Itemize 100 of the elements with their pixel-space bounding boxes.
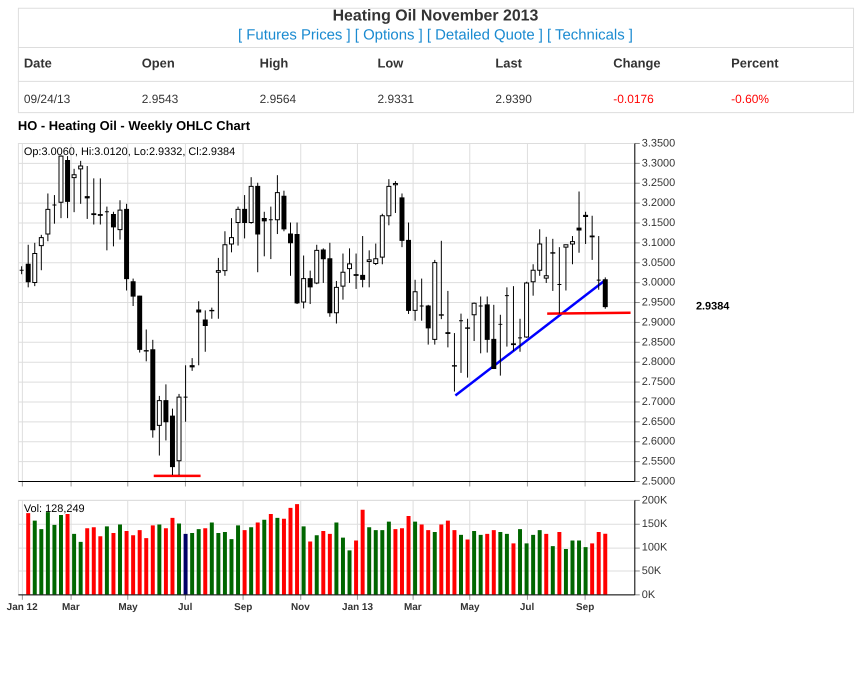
candlestick: [26, 244, 31, 288]
x-tick-label: Jan 12: [6, 602, 38, 613]
bar: [584, 547, 588, 594]
bar: [420, 524, 424, 594]
text: [ Futures Prices ] [ Options ] [ Detailed Quote ] [ Technicals ]: [238, 28, 633, 44]
bar: [439, 524, 444, 594]
bar: [426, 530, 430, 594]
bar: [302, 526, 306, 594]
candlestick: [84, 166, 90, 220]
y-tick-label: 3.2500: [642, 177, 676, 190]
category-label: Percent: [731, 55, 780, 70]
bar: [216, 532, 220, 594]
category-label: Low: [378, 55, 404, 70]
y-tick-label: 2.9500: [642, 296, 676, 309]
bar: [386, 522, 391, 594]
bar: [472, 531, 476, 594]
bar: [452, 530, 456, 594]
bar: [596, 532, 601, 594]
x-tick-label: Jul: [520, 602, 534, 613]
candlestick: [144, 328, 149, 362]
candlestick: [366, 250, 372, 288]
bar: [118, 524, 122, 594]
bar: [485, 534, 490, 594]
x-tick-label: Jan 13: [342, 602, 374, 613]
bar: [432, 532, 437, 594]
x-tick-label: May: [460, 602, 480, 613]
candlestick: [209, 307, 214, 320]
y-tick-label: 150K: [642, 518, 668, 530]
bar: [518, 529, 522, 594]
category-label: Last: [495, 55, 523, 70]
text: 09/24/13: [24, 92, 70, 106]
bar: [550, 546, 555, 594]
y-tick-label: 2.6000: [642, 436, 676, 448]
bar: [288, 508, 292, 594]
y-tick-label: 2.5000: [642, 475, 676, 488]
bar: [538, 530, 542, 594]
bar: [256, 522, 260, 594]
candlestick: [445, 290, 450, 348]
bar: [321, 531, 326, 594]
category-label: High: [260, 55, 288, 70]
bar: [78, 542, 83, 594]
bar: [92, 527, 96, 594]
text: 2.9331: [378, 92, 414, 106]
candlestick: [196, 300, 202, 366]
y-tick-label: 3.2000: [642, 197, 676, 210]
bar: [577, 540, 582, 594]
candlestick: [228, 218, 234, 253]
bar: [131, 535, 136, 594]
x-tick-label: Jul: [178, 602, 193, 613]
y-tick-label: 0K: [642, 588, 656, 601]
candlestick: [426, 304, 431, 346]
candlestick: [347, 248, 352, 284]
bar: [98, 536, 102, 594]
bar: [275, 518, 280, 594]
bar: [138, 530, 142, 594]
x-tick-label: Nov: [290, 602, 310, 613]
bar: [39, 529, 44, 594]
annotation: Op:3.0060, Hi:3.0120, Lo:2.9332, Cl:2.9384: [24, 146, 236, 158]
y-tick-label: 200K: [642, 494, 668, 506]
candlestick: [563, 244, 568, 292]
bar: [466, 540, 470, 594]
bar: [295, 504, 300, 594]
bar: [26, 513, 30, 594]
bar: [196, 529, 201, 594]
bar: [354, 540, 358, 594]
y-tick-label: 3.1000: [642, 236, 676, 249]
bar: [334, 522, 338, 594]
bar: [229, 539, 234, 594]
category-label: Change: [613, 55, 661, 70]
bar: [72, 534, 76, 594]
y-tick-label: 100K: [642, 542, 668, 554]
candlestick: [190, 358, 195, 372]
text: 2.9390: [495, 92, 532, 106]
text: 2.9543: [142, 92, 178, 106]
bar: [531, 534, 536, 594]
x-tick-label: Sep: [234, 602, 252, 613]
bar: [222, 532, 227, 594]
y-tick-label: 3.3000: [642, 157, 676, 170]
y-tick-label: 2.5500: [642, 456, 676, 468]
bar: [157, 524, 162, 594]
bar: [328, 534, 332, 594]
candlestick: [576, 190, 582, 254]
bar: [282, 518, 286, 594]
y-tick-label: 2.7000: [642, 396, 676, 408]
bar: [498, 532, 502, 594]
y-tick-label: 2.8500: [642, 336, 676, 348]
bar: [348, 550, 352, 594]
bar: [150, 525, 155, 594]
bar: [492, 530, 496, 594]
candlestick: [590, 215, 595, 260]
bar: [46, 512, 50, 594]
bar: [170, 518, 174, 594]
candlestick: [570, 236, 575, 265]
bar: [210, 522, 214, 594]
bar: [144, 538, 148, 594]
bar: [459, 534, 463, 594]
bar: [190, 532, 194, 594]
bar: [367, 527, 372, 594]
y-tick-label: 2.7500: [642, 376, 676, 388]
y-tick-label: 3.1500: [642, 216, 676, 229]
